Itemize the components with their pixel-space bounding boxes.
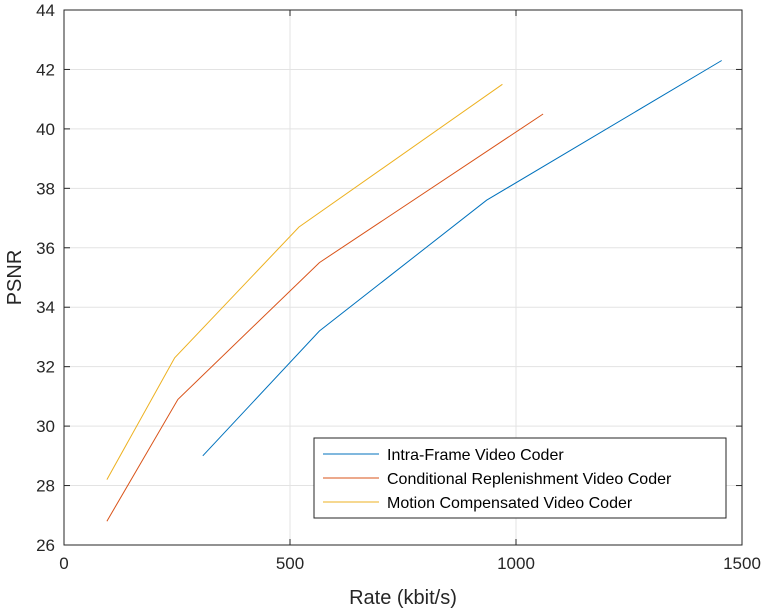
plot-lines <box>106 60 722 522</box>
y-axis-label: PSNR <box>4 250 26 306</box>
legend-label: Motion Compensated Video Coder <box>387 495 633 512</box>
x-tick-label: 0 <box>59 554 68 573</box>
y-tick-label: 44 <box>36 1 55 20</box>
y-tick-label: 40 <box>36 120 55 139</box>
plot-frame <box>63 9 743 546</box>
y-tick-label: 30 <box>36 417 55 436</box>
y-tick-label: 38 <box>36 179 55 198</box>
y-tick-label: 36 <box>36 239 55 258</box>
y-tick-label: 42 <box>36 60 55 79</box>
y-tick-label: 28 <box>36 477 55 496</box>
y-tick-label: 34 <box>36 298 55 317</box>
y-tick-label: 26 <box>36 536 55 555</box>
legend-label: Intra-Frame Video Coder <box>387 447 564 464</box>
x-axis-label: Rate (kbit/s) <box>349 587 457 609</box>
legend-label: Conditional Replenishment Video Coder <box>387 471 672 488</box>
series-line-3 <box>106 83 503 480</box>
x-tick-label: 1500 <box>723 554 761 573</box>
axis-ticks: 0 500 1000 1500 26 28 30 32 34 36 38 40 42 44 <box>36 1 761 573</box>
x-tick-label: 500 <box>276 554 304 573</box>
y-tick-label: 32 <box>36 358 55 377</box>
series-line-2 <box>106 113 544 522</box>
legend-box <box>313 437 727 519</box>
series-line-1 <box>202 60 722 457</box>
x-tick-label: 1000 <box>497 554 535 573</box>
legend: Intra-Frame Video Coder Conditional Reple… <box>313 437 727 519</box>
